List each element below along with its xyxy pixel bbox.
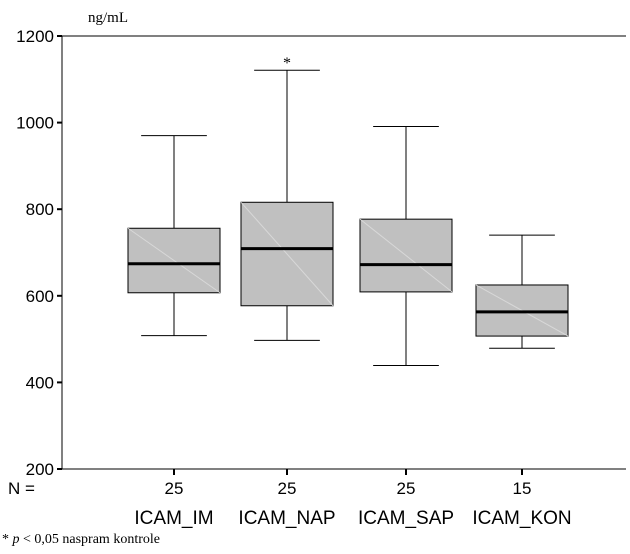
y-tick-label: 600 [26,287,54,306]
boxes: * [127,55,569,367]
n-label: N = [8,479,35,498]
n-count: 25 [278,479,297,498]
significance-marker: * [283,55,291,72]
category-label: ICAM_IM [134,508,213,529]
y-tick-label: 1000 [16,114,54,133]
footnote-star: * [2,532,13,547]
n-count: 15 [513,479,532,498]
box-icam-im [127,135,221,337]
category-label: ICAM_SAP [358,508,454,529]
n-count: 25 [165,479,184,498]
footnote-text: < 0,05 naspram kontrole [19,532,160,547]
y-tick-label: 200 [26,460,54,479]
category-label: ICAM_KON [472,508,571,529]
y-tick-label: 400 [26,373,54,392]
box-texture [240,201,334,307]
n-count: 25 [397,479,416,498]
y-axis-label: ng/mL [88,10,128,26]
box-texture [359,218,453,293]
y-tick-label: 1200 [16,27,54,46]
box-texture [127,227,221,294]
x-axis-labels: 25 ICAM_IM 25 ICAM_NAP 25 ICAM_SAP 15 ICAM_KON [134,469,572,529]
footnote: * p < 0,05 naspram kontrole [2,532,160,548]
plot-frame [61,35,626,470]
box-icam-kon [475,234,569,349]
footnote-p: p [12,532,20,547]
category-label: ICAM_NAP [238,508,335,529]
box-icam-nap: * [240,55,334,341]
y-tick-label: 800 [26,200,54,219]
y-axis: 200 400 600 800 1000 1200 [16,27,62,479]
box-icam-sap [359,125,453,367]
